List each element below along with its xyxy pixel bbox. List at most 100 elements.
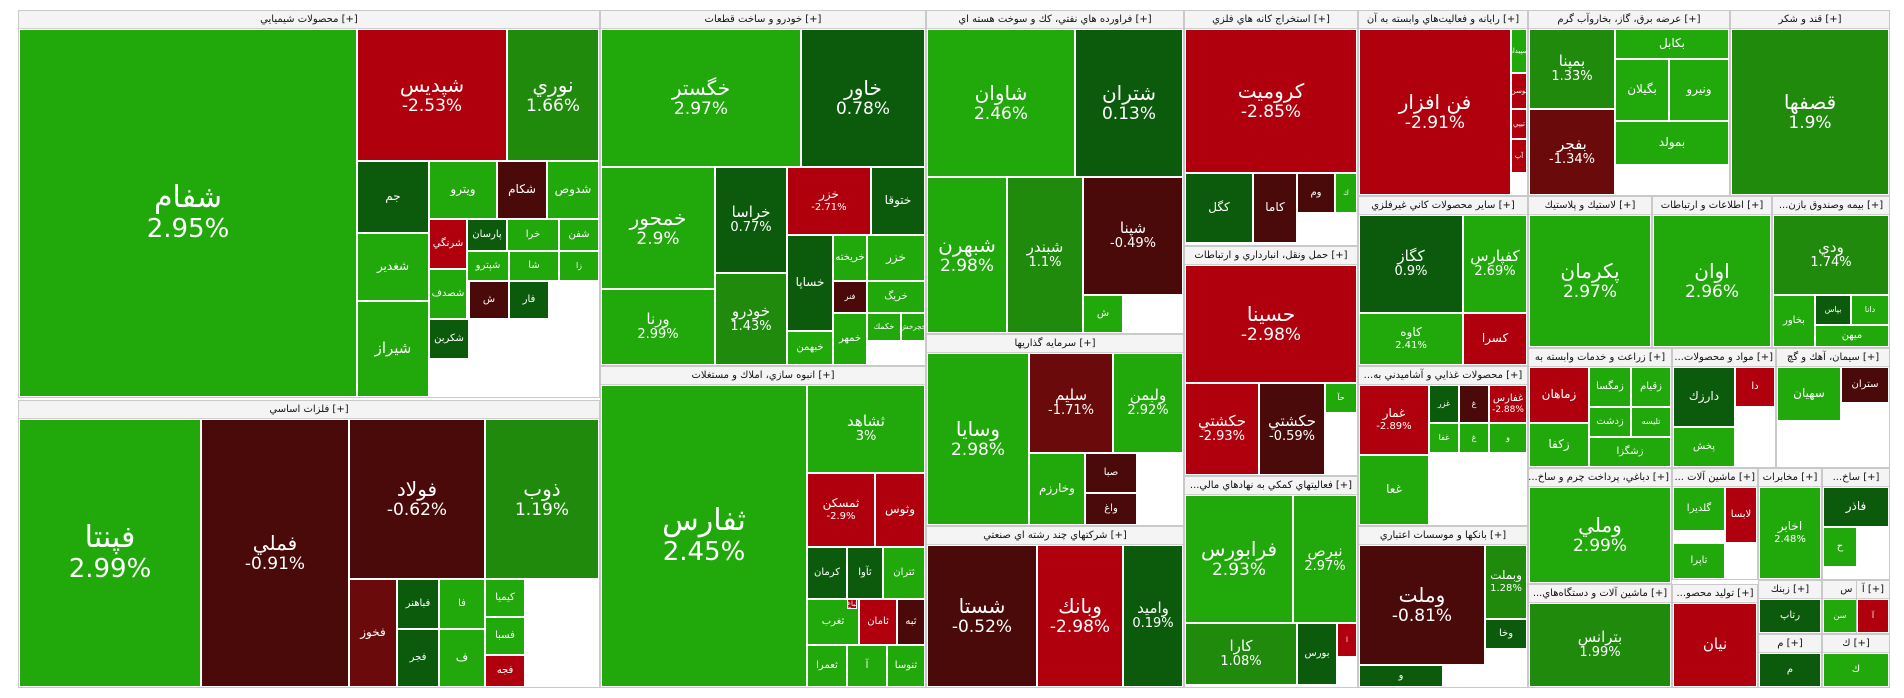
treemap-tile[interactable]: ثعمرا	[807, 645, 847, 687]
treemap-tile[interactable]: جم	[357, 161, 429, 233]
treemap-tile[interactable]: كيميا	[485, 579, 525, 617]
treemap-tile[interactable]: شا	[509, 251, 559, 281]
treemap-tile[interactable]: غفا	[1429, 423, 1459, 453]
treemap-tile[interactable]: ويترو	[429, 161, 497, 219]
treemap-tile[interactable]: ختوقا	[871, 167, 925, 235]
treemap-tile[interactable]: ثبه	[897, 599, 925, 645]
treemap-tile[interactable]: فخوز	[349, 579, 397, 687]
treemap-tile[interactable]: بورس	[1297, 623, 1337, 685]
sector[interactable]: [+] توليد محصو... نيان	[1672, 584, 1758, 688]
treemap-tile[interactable]: خبهمن	[787, 331, 833, 365]
treemap-tile[interactable]: حسينا -2.98%	[1185, 265, 1357, 383]
treemap-tile[interactable]: غعا	[1359, 455, 1429, 525]
treemap-tile[interactable]: اخابر 2.48%	[1759, 487, 1821, 579]
treemap-tile[interactable]: تاپرا	[1673, 543, 1725, 579]
sector-title[interactable]: [+] م	[1759, 635, 1821, 653]
treemap-tile[interactable]: فباهنر	[397, 579, 439, 629]
treemap-tile[interactable]: شكربن	[429, 319, 469, 359]
sector[interactable]: [+] م م	[1758, 634, 1822, 688]
treemap-tile[interactable]: كارا 1.08%	[1185, 623, 1297, 685]
treemap-tile[interactable]: ك	[1335, 173, 1357, 213]
treemap-tile[interactable]: فن افزار -2.91%	[1359, 29, 1511, 195]
treemap-tile[interactable]: شرنگي	[429, 219, 467, 269]
treemap-tile[interactable]: و	[1359, 665, 1443, 687]
treemap-tile[interactable]: خمهر	[833, 313, 867, 365]
treemap-tile[interactable]: ثنوسا	[887, 645, 925, 687]
treemap-tile[interactable]: زماهان	[1529, 367, 1589, 423]
sector[interactable]: [+] ساخ... فاذر ح	[1822, 468, 1890, 580]
sector-title[interactable]: [+] عرضه برق، گاز، بخاروآب گرم	[1529, 11, 1729, 29]
treemap-tile[interactable]: زا	[559, 251, 599, 281]
treemap-tile[interactable]: گلديرا	[1673, 487, 1725, 531]
sector[interactable]: [+] اطلاعات و ارتباطات اوان 2.96%	[1652, 196, 1772, 348]
treemap-tile[interactable]: وخارزم	[1029, 453, 1085, 525]
treemap-tile[interactable]: وبانك -2.98%	[1037, 545, 1123, 687]
sector[interactable]: [+] دباغي، پرداخت چرم و ساخ... وملي 2.99%	[1528, 468, 1672, 584]
treemap-tile[interactable]: آپ	[1511, 139, 1527, 173]
sector[interactable]: [+] زبنك رتاپ	[1758, 580, 1822, 634]
treemap-tile[interactable]: بترانس 1.99%	[1529, 603, 1671, 687]
sector-title[interactable]: [+] سيمان، آهك و گچ	[1777, 349, 1889, 367]
treemap-tile[interactable]: خساپا	[787, 235, 833, 331]
treemap-tile[interactable]: قصفها 1.9%	[1731, 29, 1889, 195]
treemap-tile[interactable]: آ	[847, 645, 887, 687]
sector[interactable]: [+] محصولات شيميايي شفام 2.95% شپديس -2.53% ن…	[18, 10, 600, 398]
treemap-tile[interactable]: لابسا	[1725, 487, 1757, 543]
treemap-tile[interactable]: دانا	[1851, 295, 1889, 325]
treemap-tile[interactable]: وثوس	[875, 473, 925, 547]
treemap-tile[interactable]: ونيرو	[1669, 59, 1729, 121]
treemap-tile[interactable]: تيپي	[1511, 109, 1527, 139]
treemap-tile[interactable]: خودرو 1.43%	[715, 273, 787, 365]
sector[interactable]: [+] انبوه سازي، املاك و مستغلات ثفارس 2.45…	[600, 366, 926, 688]
treemap-tile[interactable]: ثمسكن -2.9%	[807, 473, 875, 547]
treemap-tile[interactable]: دا	[1735, 367, 1775, 407]
sector-title[interactable]: [+] ماشين آلات و دستگاه‌هاي...	[1529, 585, 1671, 603]
treemap-tile[interactable]: ش	[469, 281, 509, 319]
treemap-tile[interactable]: وامید 0.19%	[1123, 545, 1183, 687]
treemap-tile[interactable]: وبملت 1.28%	[1485, 545, 1527, 619]
treemap-tile[interactable]: شغدير	[357, 233, 429, 301]
treemap-tile[interactable]: رتاپ	[1759, 599, 1821, 633]
sector-title[interactable]: [+] اطلاعات و ارتباطات	[1653, 197, 1771, 215]
treemap-tile[interactable]: شبهرن 2.98%	[927, 177, 1007, 333]
treemap-tile[interactable]: ثباغ	[847, 599, 857, 609]
treemap-tile[interactable]: بفجر -1.34%	[1529, 109, 1615, 195]
sector[interactable]: [+] زراعت و خدمات وابسته به زماهان زمگسا زق…	[1528, 348, 1672, 468]
treemap-tile[interactable]: فسبا	[485, 617, 525, 655]
sector[interactable]: [+] لاستيك و پلاستيك پكرمان 2.97%	[1528, 196, 1652, 348]
treemap-tile[interactable]: فا	[439, 579, 485, 629]
treemap-tile[interactable]: سن	[1823, 599, 1857, 633]
sector[interactable]: [+] سایر محصولات كاني غيرفلزي كگاز 0.9% كفپ…	[1358, 196, 1528, 366]
sector[interactable]: [+] فعاليتهاي كمكي به نهادهاي مالي... فرا…	[1184, 476, 1358, 688]
sector-title[interactable]: [+] زراعت و خدمات وابسته به	[1529, 349, 1671, 367]
treemap-tile[interactable]: كگل	[1185, 173, 1253, 243]
treemap-tile[interactable]: كگاز 0.9%	[1359, 215, 1463, 313]
treemap-tile[interactable]: بمپنا 1.33%	[1529, 29, 1615, 109]
treemap-tile[interactable]: دارزك	[1673, 367, 1735, 427]
sector-title[interactable]: [+] فلزات اساسي	[19, 401, 599, 419]
treemap-tile[interactable]: ثامان	[859, 599, 897, 645]
treemap-tile[interactable]: شپديس -2.53%	[357, 29, 507, 161]
treemap-tile[interactable]: خچرخش	[901, 313, 925, 341]
sector-title[interactable]: [+] بيمه وصندوق بازن...	[1773, 197, 1889, 215]
treemap-tile[interactable]: ثفارس 2.45%	[601, 385, 807, 687]
treemap-tile[interactable]: وخا	[1485, 619, 1527, 649]
treemap-tile[interactable]: كرمان	[807, 547, 847, 599]
treemap-tile[interactable]: زمگسا	[1589, 367, 1631, 407]
treemap-tile[interactable]: ذوب 1.19%	[485, 419, 599, 579]
sector-title[interactable]: [+] لاستيك و پلاستيك	[1529, 197, 1651, 215]
treemap-tile[interactable]: ودي 1.74%	[1773, 215, 1889, 295]
treemap-tile[interactable]: بخاور	[1773, 295, 1815, 347]
sector-title[interactable]: [+] انبوه سازي، املاك و مستغلات	[601, 367, 925, 385]
treemap-tile[interactable]: فملي -0.91%	[201, 419, 349, 687]
treemap-tile[interactable]: شپترو	[467, 251, 509, 281]
treemap-tile[interactable]: كسرا	[1463, 313, 1527, 365]
treemap-tile[interactable]: شستا -0.52%	[927, 545, 1037, 687]
sector[interactable]: [+] قند و شكر قصفها 1.9%	[1730, 10, 1890, 196]
sector-title[interactable]: [+] رايانه و فعاليت‌هاي وابسته به آن	[1359, 11, 1527, 29]
sector-title[interactable]: [+] شركتهاي چند رشته اي صنعتي	[927, 527, 1183, 545]
sector[interactable]: [+] مواد و محصولات... دارزك دا پخش	[1672, 348, 1776, 468]
sector[interactable]: [+] استخراج كانه هاي فلزي كرومیت -2.85% كگل…	[1184, 10, 1358, 246]
treemap-tile[interactable]: خاور 0.78%	[801, 29, 925, 167]
sector-title[interactable]: [+] زبنك	[1759, 581, 1821, 599]
